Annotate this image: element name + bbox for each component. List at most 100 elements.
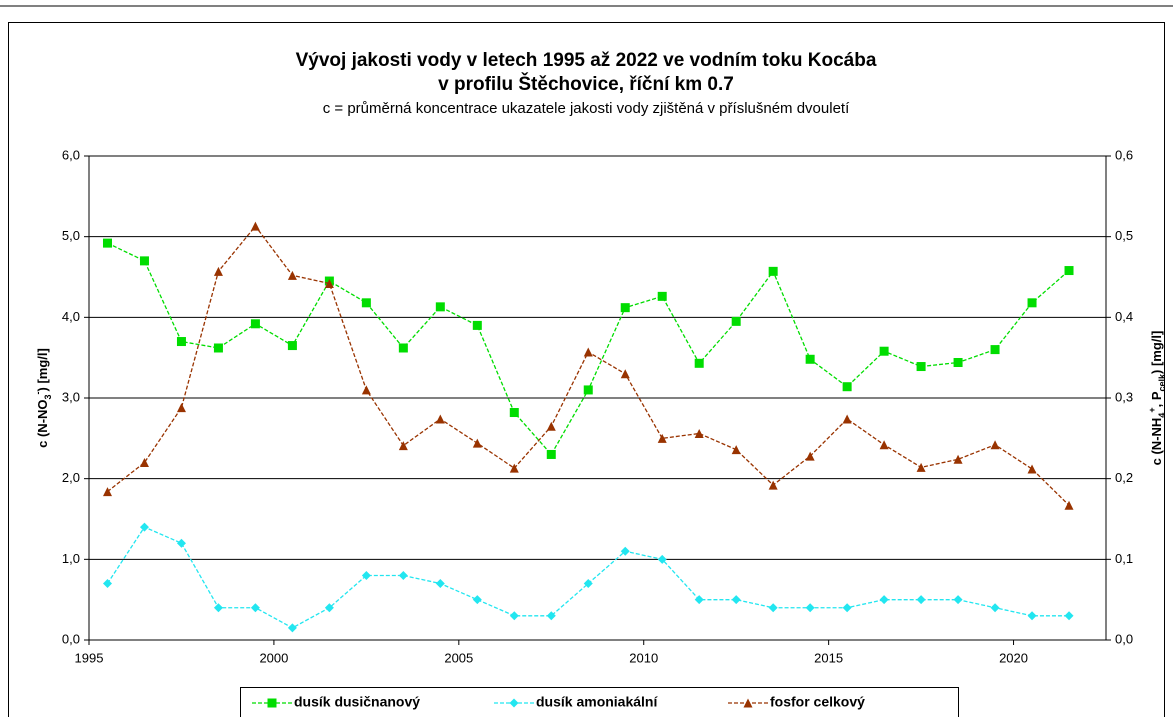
data-point (509, 463, 519, 473)
data-point (879, 440, 889, 450)
data-point (250, 319, 260, 329)
x-tick-label: 1995 (75, 650, 104, 665)
x-tick-label: 2005 (444, 650, 473, 665)
data-point (657, 433, 667, 443)
data-point (324, 603, 334, 613)
legend-box (240, 687, 959, 717)
data-point (546, 421, 556, 431)
data-point (361, 298, 371, 308)
data-point (102, 238, 112, 248)
data-point (805, 451, 815, 461)
data-point (953, 595, 963, 605)
data-point (139, 522, 149, 532)
data-point (435, 579, 445, 589)
data-point (1064, 266, 1074, 276)
data-point (546, 449, 556, 459)
data-point (842, 603, 852, 613)
y-tick-label: 0,0 (62, 631, 80, 646)
data-point (731, 595, 741, 605)
data-point (731, 316, 741, 326)
data-point (139, 458, 149, 468)
data-point (250, 221, 260, 231)
y-tick-label: 2,0 (62, 470, 80, 485)
data-point (768, 266, 778, 276)
data-point (916, 362, 926, 372)
data-point (805, 354, 815, 364)
legend-marker (267, 698, 277, 708)
data-point (916, 595, 926, 605)
data-point (213, 266, 223, 276)
data-point (398, 343, 408, 353)
legend-label: dusík amoniakální (536, 694, 658, 710)
data-point (620, 546, 630, 556)
data-point (583, 347, 593, 357)
axis-label-part: ) [mg/l] (35, 348, 50, 391)
legend-marker (509, 698, 519, 708)
data-point (287, 341, 297, 351)
data-point (472, 438, 482, 448)
data-point (879, 595, 889, 605)
data-point (768, 603, 778, 613)
y2-tick-label: 0,4 (1115, 309, 1133, 324)
data-point (472, 320, 482, 330)
data-point (213, 603, 223, 613)
y2-tick-label: 0,1 (1115, 551, 1133, 566)
data-point (324, 278, 334, 288)
y2-tick-label: 0,3 (1115, 389, 1133, 404)
data-point (287, 623, 297, 633)
data-point (879, 346, 889, 356)
legend-label: fosfor celkový (770, 694, 865, 710)
data-point (361, 570, 371, 580)
data-point (1027, 298, 1037, 308)
data-point (694, 428, 704, 438)
data-point (102, 487, 112, 497)
legend-marker (743, 698, 753, 708)
y2-tick-label: 0,0 (1115, 631, 1133, 646)
data-point (361, 385, 371, 395)
y-tick-label: 3,0 (62, 389, 80, 404)
data-point (139, 256, 149, 266)
data-point (176, 403, 186, 413)
axis-label-part: - (33, 391, 43, 394)
data-point (583, 579, 593, 589)
data-point (1027, 464, 1037, 474)
data-point (509, 611, 519, 621)
data-point (657, 554, 667, 564)
data-point (842, 382, 852, 392)
y2-tick-label: 0,2 (1115, 470, 1133, 485)
data-point (916, 462, 926, 472)
chart-frame (8, 22, 1165, 717)
data-point (768, 480, 778, 490)
data-point (694, 358, 704, 368)
chart-subtitle: c = průměrná koncentrace ukazatele jakos… (323, 100, 850, 117)
axis-label-part: , P (1149, 391, 1164, 407)
data-point (620, 369, 630, 379)
data-point (731, 445, 741, 455)
x-tick-label: 2010 (629, 650, 658, 665)
data-point (990, 603, 1000, 613)
y-tick-label: 5,0 (62, 228, 80, 243)
x-tick-label: 2015 (814, 650, 843, 665)
data-point (1064, 500, 1074, 510)
chart-title: Vývoj jakosti vody v letech 1995 až 2022… (296, 50, 877, 71)
data-point (176, 538, 186, 548)
x-tick-label: 2020 (999, 650, 1028, 665)
data-point (657, 291, 667, 301)
data-point (546, 611, 556, 621)
data-point (842, 414, 852, 424)
y-tick-label: 4,0 (62, 309, 80, 324)
data-point (213, 343, 223, 353)
data-point (176, 337, 186, 347)
y2-tick-label: 0,5 (1115, 228, 1133, 243)
data-point (953, 454, 963, 464)
axis-label-part: + (1147, 407, 1157, 412)
data-point (620, 303, 630, 313)
axis-label-part: 3 (43, 394, 53, 399)
legend-label: dusík dusičnanový (294, 694, 420, 710)
y2-tick-label: 0,6 (1115, 147, 1133, 162)
y2-axis-label: c (N-NH4+, Pcelk) [mg/l] (1147, 331, 1167, 466)
data-point (694, 595, 704, 605)
axis-label-part: c (N-NO (35, 399, 50, 447)
